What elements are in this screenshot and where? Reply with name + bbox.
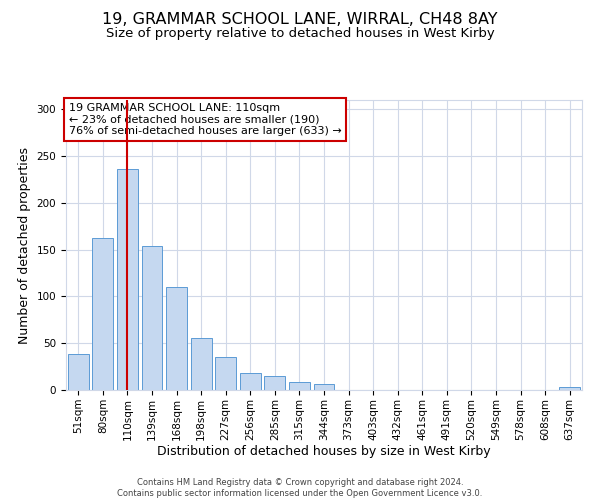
Text: Contains HM Land Registry data © Crown copyright and database right 2024.
Contai: Contains HM Land Registry data © Crown c… <box>118 478 482 498</box>
Bar <box>68 354 89 390</box>
Bar <box>117 169 138 390</box>
Bar <box>142 246 163 390</box>
Bar <box>240 373 261 390</box>
Text: 19, GRAMMAR SCHOOL LANE, WIRRAL, CH48 8AY: 19, GRAMMAR SCHOOL LANE, WIRRAL, CH48 8A… <box>102 12 498 28</box>
Bar <box>265 376 286 390</box>
X-axis label: Distribution of detached houses by size in West Kirby: Distribution of detached houses by size … <box>157 446 491 458</box>
Text: Size of property relative to detached houses in West Kirby: Size of property relative to detached ho… <box>106 28 494 40</box>
Bar <box>289 382 310 390</box>
Bar <box>314 384 334 390</box>
Text: 19 GRAMMAR SCHOOL LANE: 110sqm
← 23% of detached houses are smaller (190)
76% of: 19 GRAMMAR SCHOOL LANE: 110sqm ← 23% of … <box>68 103 341 136</box>
Bar <box>166 287 187 390</box>
Y-axis label: Number of detached properties: Number of detached properties <box>18 146 31 344</box>
Bar <box>191 338 212 390</box>
Bar <box>215 358 236 390</box>
Bar <box>559 387 580 390</box>
Bar <box>92 238 113 390</box>
